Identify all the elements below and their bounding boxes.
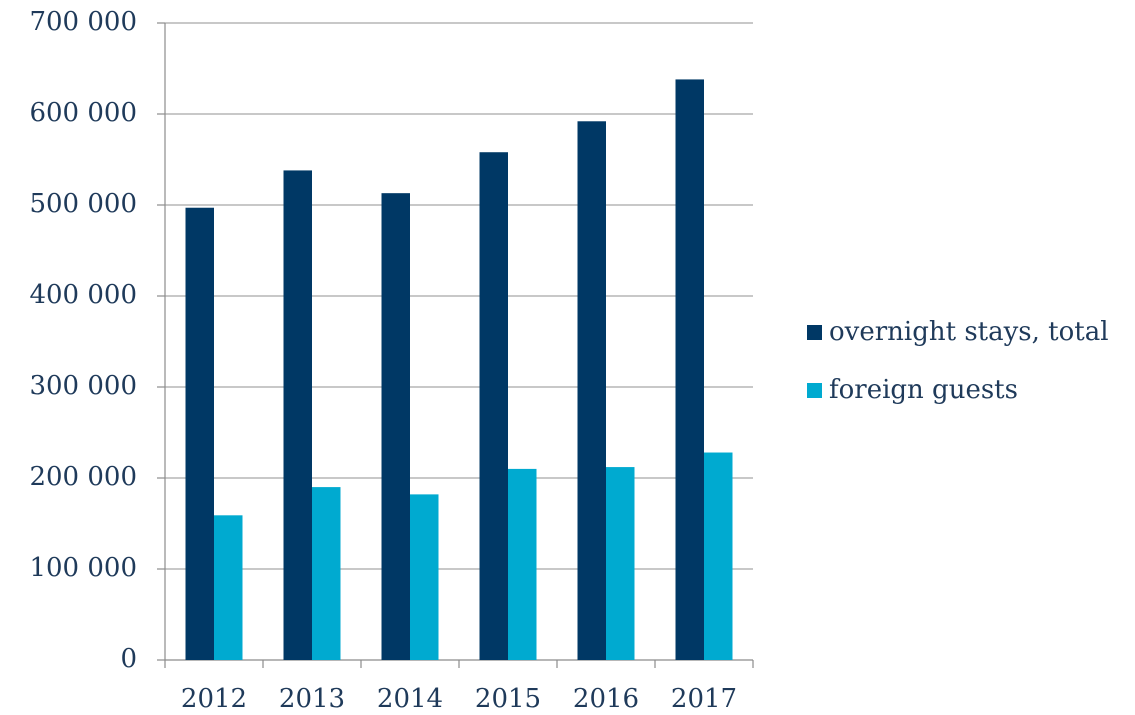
bar [381,193,410,661]
legend-label: overnight stays, total [829,317,1109,347]
x-tick-label: 2016 [573,684,639,714]
bar [283,170,312,661]
bar [606,467,635,660]
y-tick-label: 700 000 [29,7,137,37]
bar [410,494,439,660]
y-tick-label: 200 000 [29,462,137,492]
y-tick-label: 500 000 [29,189,137,219]
x-tick-label: 2013 [279,684,345,714]
bar [479,152,508,660]
x-tick-label: 2017 [671,684,737,714]
y-tick-label: 600 000 [29,98,137,128]
y-tick-label: 0 [120,644,137,674]
y-tick-label: 300 000 [29,371,137,401]
x-tick-label: 2012 [181,684,247,714]
x-tick-label: 2014 [377,684,443,714]
legend-swatch [807,383,822,398]
bar [577,121,606,660]
bar [508,468,537,660]
x-tick-label: 2015 [475,684,541,714]
bar [675,79,704,661]
bar [312,487,341,660]
legend-label: foreign guests [829,375,1018,405]
y-tick-label: 100 000 [29,553,137,583]
legend-swatch [807,325,822,340]
bar [214,515,243,660]
y-tick-label: 400 000 [29,280,137,310]
bar [185,207,214,661]
bar [704,452,733,660]
